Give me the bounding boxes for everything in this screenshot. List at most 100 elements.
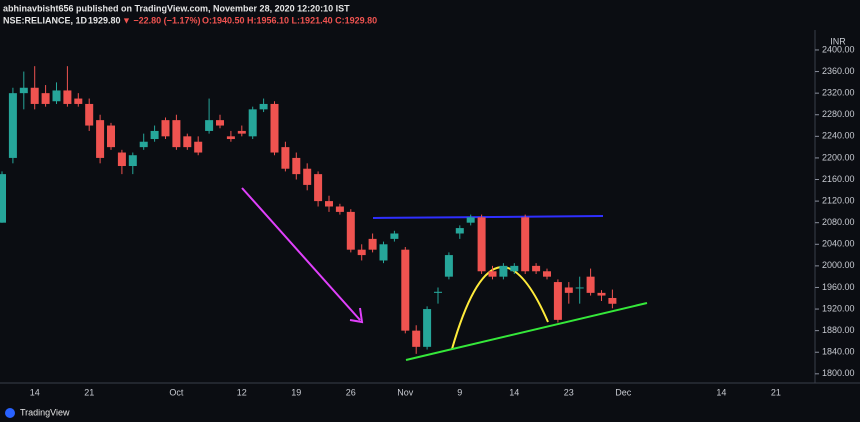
y-tick-label: 2120.00: [822, 195, 855, 205]
ohlc: O:1940.50 H:1956.10 L:1921.40 C:1929.80: [202, 15, 377, 25]
x-tick-label: 19: [291, 387, 301, 397]
x-tick-label: 21: [84, 387, 94, 397]
y-tick-label: 2280.00: [822, 109, 855, 119]
candle-body: [597, 292, 606, 296]
candle-body: [335, 206, 344, 212]
x-tick-label: Oct: [169, 387, 184, 397]
price: 1929.80: [88, 15, 121, 25]
symbol: NSE:RELIANCE, 1D: [3, 15, 88, 25]
candle-body: [8, 93, 17, 158]
candle-body: [74, 98, 83, 104]
y-tick-label: 1880.00: [822, 325, 855, 335]
candle-body: [608, 297, 617, 304]
candle-body: [510, 265, 519, 272]
candle-body: [205, 120, 214, 131]
candle-body: [226, 136, 235, 140]
resistance-line: [372, 215, 604, 219]
candle-body: [532, 265, 541, 272]
candle-body: [434, 291, 442, 293]
candle-body: [183, 136, 192, 148]
x-tick-label: 9: [457, 387, 462, 397]
y-tick-label: 2080.00: [822, 217, 855, 227]
change: ▼ −22.80 (−1.17%): [122, 15, 200, 25]
candle-body: [303, 168, 312, 185]
candle-body: [139, 141, 148, 148]
candle-body: [477, 217, 486, 272]
trend-line: [405, 302, 648, 361]
y-tick-label: 2240.00: [822, 131, 855, 141]
candle-body: [150, 130, 159, 140]
candle-body: [401, 249, 410, 331]
x-tick-label: 26: [346, 387, 356, 397]
candle-body: [368, 238, 377, 250]
candle-body: [553, 282, 562, 320]
y-tick-label: 2200.00: [822, 152, 855, 162]
candle-body: [466, 217, 475, 223]
candle-body: [412, 330, 421, 347]
candle-body: [575, 287, 584, 289]
x-tick-label: 14: [30, 387, 40, 397]
candle-body: [194, 141, 203, 153]
candle-body: [0, 174, 6, 223]
candle-body: [281, 147, 290, 169]
candle-body: [248, 109, 257, 137]
y-tick-label: 1840.00: [822, 347, 855, 357]
y-tick-label: 2000.00: [822, 260, 855, 270]
published: abhinavbisht656 published on TradingView…: [3, 3, 350, 13]
candle-body: [564, 287, 573, 293]
footer: [0, 404, 860, 422]
candle-body: [390, 233, 399, 239]
x-tick-label: Nov: [397, 387, 414, 397]
candle-body: [30, 87, 39, 104]
brand: TradingView: [20, 407, 70, 417]
y-tick-label: 2400.00: [822, 44, 855, 54]
candle-body: [52, 90, 61, 102]
candle-body: [499, 265, 508, 277]
x-tick-label: 14: [716, 387, 726, 397]
x-tick-label: 21: [771, 387, 781, 397]
arc-drawing: [451, 266, 549, 350]
candle-body: [270, 103, 279, 153]
logo: [5, 408, 15, 418]
candle-body: [107, 125, 115, 148]
candle-body: [237, 130, 246, 134]
y-tick-label: 2160.00: [822, 174, 855, 184]
y-tick-label: 2040.00: [822, 239, 855, 249]
candle-body: [41, 93, 50, 104]
candle-body: [325, 201, 333, 207]
y-tick-label: 1960.00: [822, 282, 855, 292]
x-tick-label: 12: [237, 387, 247, 397]
candle-body: [346, 211, 355, 250]
candle-body: [586, 276, 595, 293]
y-tick-label: 2360.00: [822, 66, 855, 76]
x-tick-label: 14: [509, 387, 519, 397]
candle-body: [379, 244, 388, 261]
candle-body: [423, 309, 432, 347]
candle-body: [357, 249, 366, 256]
candle-body: [172, 120, 181, 148]
candle-body: [455, 228, 464, 234]
candle-body: [19, 87, 28, 94]
candle-body: [314, 174, 323, 202]
candle-body: [216, 120, 224, 126]
x-tick-label: Dec: [615, 387, 632, 397]
arrow-drawing: [241, 187, 361, 321]
candle-body: [85, 103, 94, 126]
candle-body: [259, 103, 268, 110]
arrow-head: [349, 307, 364, 324]
x-tick-label: 23: [564, 387, 574, 397]
currency: INR: [830, 36, 846, 46]
candle-body: [292, 157, 301, 175]
candle-body: [128, 155, 137, 167]
y-tick-label: 1920.00: [822, 303, 855, 313]
y-tick-label: 1800.00: [822, 368, 855, 378]
y-tick-label: 2320.00: [822, 88, 855, 98]
candle-body: [521, 217, 530, 272]
candle-body: [488, 271, 497, 277]
candle-body: [444, 255, 453, 277]
candle-body: [117, 152, 126, 167]
candle-body: [543, 271, 551, 277]
candle-body: [96, 120, 105, 158]
